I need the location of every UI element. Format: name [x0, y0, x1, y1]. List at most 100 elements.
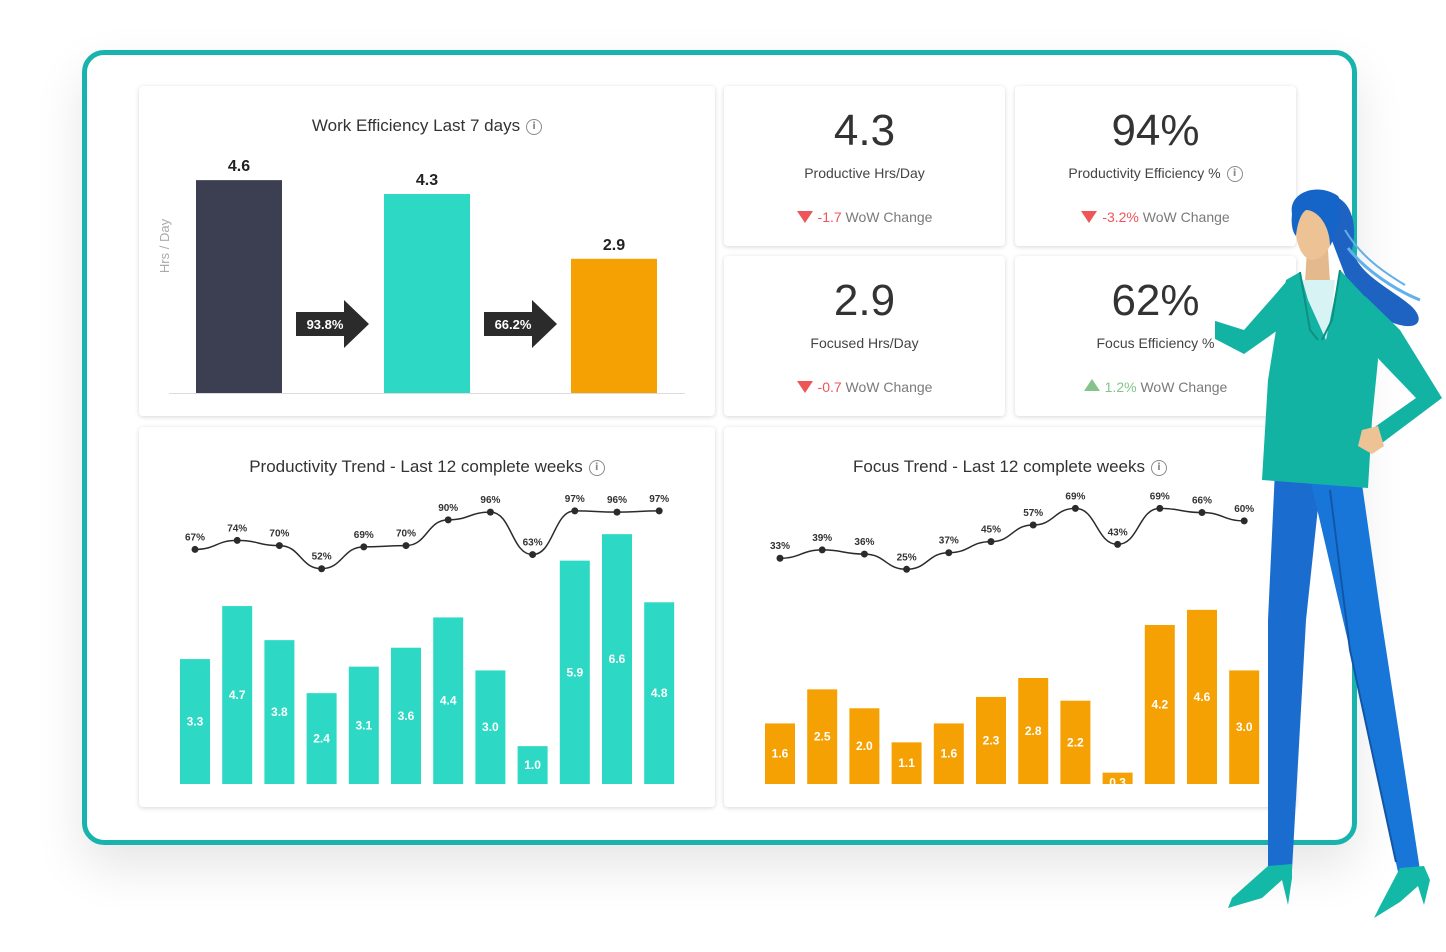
- ratio-arrow-label: 66.2%: [495, 317, 532, 332]
- trend-point-label: 37%: [939, 536, 959, 547]
- trend-bar: [222, 606, 253, 784]
- kpi-change: -1.7 WoW Change: [724, 209, 1005, 225]
- bar-value-label: 0.3: [1109, 776, 1126, 790]
- kpi-value: 94%: [1111, 106, 1200, 155]
- trend-point: [776, 554, 784, 562]
- trend-point-label: 60%: [1234, 504, 1254, 515]
- trend-point-label: 52%: [312, 552, 332, 563]
- trend-bar: [1060, 700, 1091, 784]
- info-icon[interactable]: i: [1226, 166, 1243, 182]
- trend-point-label: 25%: [897, 552, 917, 563]
- businesswoman-illustration: [1215, 189, 1442, 918]
- trend-bar: [348, 666, 379, 784]
- trend-point-label: 69%: [1150, 491, 1170, 502]
- productivity-trend-title: Productivity Trend - Last 12 complete we…: [249, 457, 583, 476]
- efficiency-bar: [571, 258, 657, 393]
- bar-value-label: 1.1: [898, 756, 915, 770]
- jacket: [1262, 270, 1378, 488]
- trend-point: [987, 538, 995, 546]
- bar-value-label: 3.1: [355, 718, 372, 732]
- trend-point: [1114, 540, 1122, 548]
- down-triangle-icon: [1081, 211, 1098, 223]
- trend-bar: [1102, 772, 1133, 784]
- bar-value-label: 3.0: [482, 720, 499, 734]
- trend-point-label: 36%: [854, 537, 874, 548]
- left-leg: [1268, 470, 1322, 870]
- trend-bar: [391, 647, 421, 784]
- focus-trend-title-row: Focus Trend - Last 12 complete weeks i: [724, 457, 1296, 477]
- bar-value-label: 3.8: [271, 705, 288, 719]
- trend-point-label: 96%: [480, 495, 500, 506]
- trend-point-label: 90%: [438, 503, 458, 514]
- trend-point-label: 67%: [185, 532, 205, 543]
- hair-back: [1315, 194, 1419, 327]
- work-efficiency-chart: 4.6 4.3 2.9 Hrs / Day 93.8% 66.2%: [157, 158, 685, 394]
- focus-trend-title: Focus Trend - Last 12 complete weeks: [853, 457, 1145, 476]
- bar-value-label: 4.6: [228, 158, 250, 175]
- trend-point-label: 69%: [354, 530, 374, 541]
- trend-bar: [306, 693, 337, 784]
- raised-arm: [1215, 282, 1286, 354]
- bar-value-label: 2.9: [603, 237, 625, 254]
- productivity-trend-title-row: Productivity Trend - Last 12 complete we…: [139, 457, 715, 477]
- kpi-change: 1.2% WoW Change: [1015, 379, 1296, 395]
- hip-arm: [1362, 296, 1442, 446]
- work-efficiency-title-row: Work Efficiency Last 7 days i: [139, 116, 715, 136]
- trend-point: [571, 507, 579, 515]
- kpi-card-focused-hrs: 2.9 Focused Hrs/Day -0.7 WoW Change: [724, 256, 1005, 416]
- trend-point-label: 45%: [981, 525, 1001, 536]
- trend-bar: [1018, 678, 1049, 784]
- trend-bar: [602, 534, 632, 784]
- up-triangle-icon: [1083, 379, 1100, 391]
- trend-point-label: 39%: [812, 533, 832, 544]
- focus-trend-card: Focus Trend - Last 12 complete weeks i 1.…: [724, 427, 1296, 807]
- trend-point-label: 96%: [607, 495, 627, 506]
- trend-bar: [933, 723, 964, 784]
- trend-bar: [1229, 670, 1260, 784]
- trend-bar: [1144, 625, 1175, 784]
- left-shoe: [1228, 864, 1292, 908]
- trend-point-label: 43%: [1108, 527, 1128, 538]
- bar-value-label: 1.0: [524, 758, 541, 772]
- trend-point: [655, 507, 663, 515]
- trend-point: [1071, 504, 1079, 512]
- kpi-value: 62%: [1111, 276, 1200, 325]
- info-icon[interactable]: i: [526, 119, 543, 135]
- trend-point-label: 63%: [523, 538, 543, 549]
- leg-shade: [1329, 489, 1397, 863]
- change-value: -1.7: [817, 209, 842, 225]
- bar-value-label: 3.6: [398, 709, 415, 723]
- trend-point: [1029, 521, 1037, 529]
- info-icon[interactable]: i: [588, 460, 605, 476]
- down-triangle-icon: [796, 381, 813, 393]
- trend-point: [275, 542, 283, 550]
- trend-point-label: 70%: [269, 529, 289, 540]
- trend-point: [860, 550, 868, 558]
- bar-value-label: 2.5: [814, 730, 831, 744]
- jacket-lapel: [1299, 269, 1341, 341]
- trend-bar: [1187, 609, 1217, 784]
- trend-bar: [644, 602, 675, 784]
- work-efficiency-card: Work Efficiency Last 7 days i 4.6 4.3 2.9 Hr…: [139, 86, 715, 416]
- trend-point: [903, 565, 911, 573]
- trend-point: [360, 543, 368, 551]
- trend-point-label: 57%: [1023, 508, 1043, 519]
- bar-value-label: 4.7: [229, 688, 246, 702]
- kpi-label: Focused Hrs/Day: [724, 335, 1005, 351]
- kpi-card-productivity-efficiency: 94% Productivity Efficiency % i -3.2% WoW…: [1015, 86, 1296, 246]
- kpi-value: 2.9: [833, 276, 896, 325]
- kpi-label: Productive Hrs/Day: [724, 165, 1005, 181]
- change-value: -3.2%: [1102, 209, 1139, 225]
- trend-point-label: 74%: [227, 523, 247, 534]
- trend-point: [233, 536, 241, 544]
- kpi-label: Focus Efficiency %: [1015, 335, 1296, 351]
- trend-point-label: 33%: [770, 541, 790, 552]
- bar-value-label: 4.4: [440, 694, 457, 708]
- trend-bar: [976, 696, 1006, 784]
- bar-value-label: 4.6: [1194, 690, 1211, 704]
- info-icon[interactable]: i: [1150, 460, 1167, 476]
- work-efficiency-title: Work Efficiency Last 7 days: [311, 116, 521, 135]
- kpi-value: 4.3: [833, 106, 896, 155]
- trend-bar: [475, 670, 506, 784]
- trend-bar: [807, 689, 838, 784]
